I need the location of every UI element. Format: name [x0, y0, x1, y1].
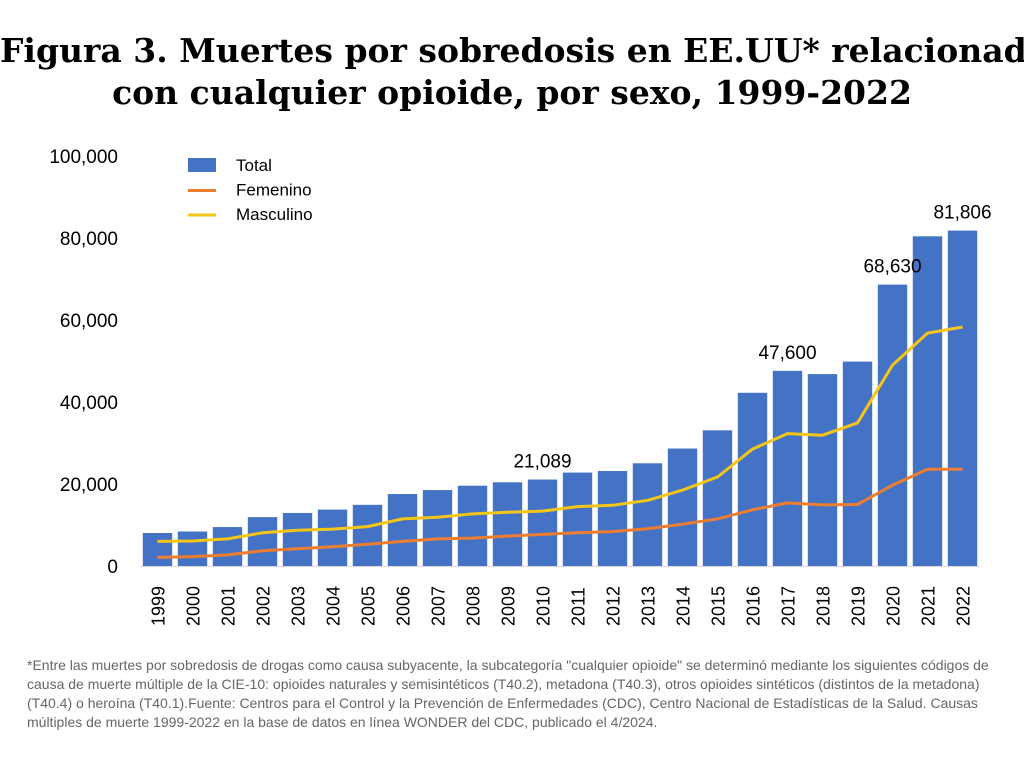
- x-tick-label-2010: 2010: [534, 586, 554, 626]
- legend-label-masculino: Masculino: [236, 205, 313, 224]
- footnote: *Entre las muertes por sobredosis de dro…: [27, 657, 989, 730]
- y-tick-label: 40,000: [60, 393, 118, 414]
- x-tick-label-2007: 2007: [429, 586, 449, 626]
- bar-total-2002: [247, 517, 278, 566]
- x-tick-label-2018: 2018: [814, 586, 834, 626]
- x-tick-label-2022: 2022: [954, 586, 974, 626]
- bar-total-2011: [562, 472, 593, 566]
- bar-total-2015: [702, 430, 733, 566]
- bar-total-2016: [737, 392, 768, 566]
- x-tick-label-2013: 2013: [639, 586, 659, 626]
- x-tick-label-2005: 2005: [359, 586, 379, 626]
- bar-total-2005: [352, 504, 383, 566]
- x-tick-label-2019: 2019: [849, 586, 869, 626]
- x-tick-label-2017: 2017: [779, 586, 799, 626]
- chart-title: Figura 3. Muertes por sobredosis en EE.U…: [0, 30, 1024, 114]
- y-tick-label: 20,000: [60, 475, 118, 496]
- bar-total-1999: [142, 533, 173, 566]
- y-tick-label: 0: [107, 557, 118, 578]
- x-tick-label-2001: 2001: [219, 586, 239, 626]
- line-masculino: [157, 325, 963, 543]
- data-label-2020: 68,630: [863, 257, 921, 278]
- bar-total-2013: [632, 463, 663, 566]
- legend-label-total: Total: [236, 156, 272, 175]
- bar-total-2021: [912, 236, 943, 567]
- chart-title-line-1: Figura 3. Muertes por sobredosis en EE.U…: [0, 31, 1024, 70]
- x-tick-label-2003: 2003: [289, 586, 309, 626]
- bar-total-2006: [387, 494, 418, 566]
- bar-total-2009: [492, 482, 523, 566]
- bar-total-2022: [947, 230, 978, 566]
- bar-total-2003: [282, 512, 313, 566]
- chart-title-line-2: con cualquier opioide, por sexo, 1999-20…: [112, 73, 912, 112]
- y-tick-label: 80,000: [60, 229, 118, 250]
- line-femenino: [157, 467, 963, 559]
- x-tick-label-2004: 2004: [324, 586, 344, 626]
- x-tick-label-2016: 2016: [744, 586, 764, 626]
- data-label-2017: 47,600: [758, 343, 816, 364]
- bar-total-2001: [212, 527, 243, 566]
- x-tick-label-2014: 2014: [674, 586, 694, 626]
- y-tick-label: 100,000: [49, 147, 118, 168]
- x-tick-label-2008: 2008: [464, 586, 484, 626]
- x-tick-label-1999: 1999: [149, 586, 169, 626]
- bar-total-2007: [422, 490, 453, 566]
- x-tick-label-2002: 2002: [254, 586, 274, 626]
- data-label-2010: 21,089: [513, 452, 571, 473]
- bar-total-2017: [772, 370, 803, 566]
- bar-total-2014: [667, 448, 698, 566]
- legend-label-femenino: Femenino: [236, 181, 312, 200]
- x-tick-label-2021: 2021: [919, 586, 939, 626]
- bar-total-2019: [842, 361, 873, 566]
- x-tick-label-2020: 2020: [884, 586, 904, 626]
- x-tick-label-2000: 2000: [184, 586, 204, 626]
- bar-total-2018: [807, 374, 838, 566]
- x-tick-label-2012: 2012: [604, 586, 624, 626]
- bar-total-2010: [527, 479, 558, 566]
- x-tick-label-2015: 2015: [709, 586, 729, 626]
- legend-swatch-total: [188, 158, 216, 172]
- bar-total-2012: [597, 471, 628, 566]
- bar-total-2004: [317, 509, 348, 566]
- bar-total-2008: [457, 485, 488, 566]
- x-tick-label-2011: 2011: [569, 587, 589, 626]
- y-tick-label: 60,000: [60, 311, 118, 332]
- x-tick-label-2009: 2009: [499, 586, 519, 626]
- data-label-2022: 81,806: [933, 203, 991, 224]
- x-tick-label-2006: 2006: [394, 586, 414, 626]
- bar-total-2000: [177, 531, 208, 566]
- bar-total-2020: [877, 284, 908, 566]
- chart-svg: 0 20,000 40,000 60,000 80,000 100,000 1999 2000…: [49, 147, 991, 626]
